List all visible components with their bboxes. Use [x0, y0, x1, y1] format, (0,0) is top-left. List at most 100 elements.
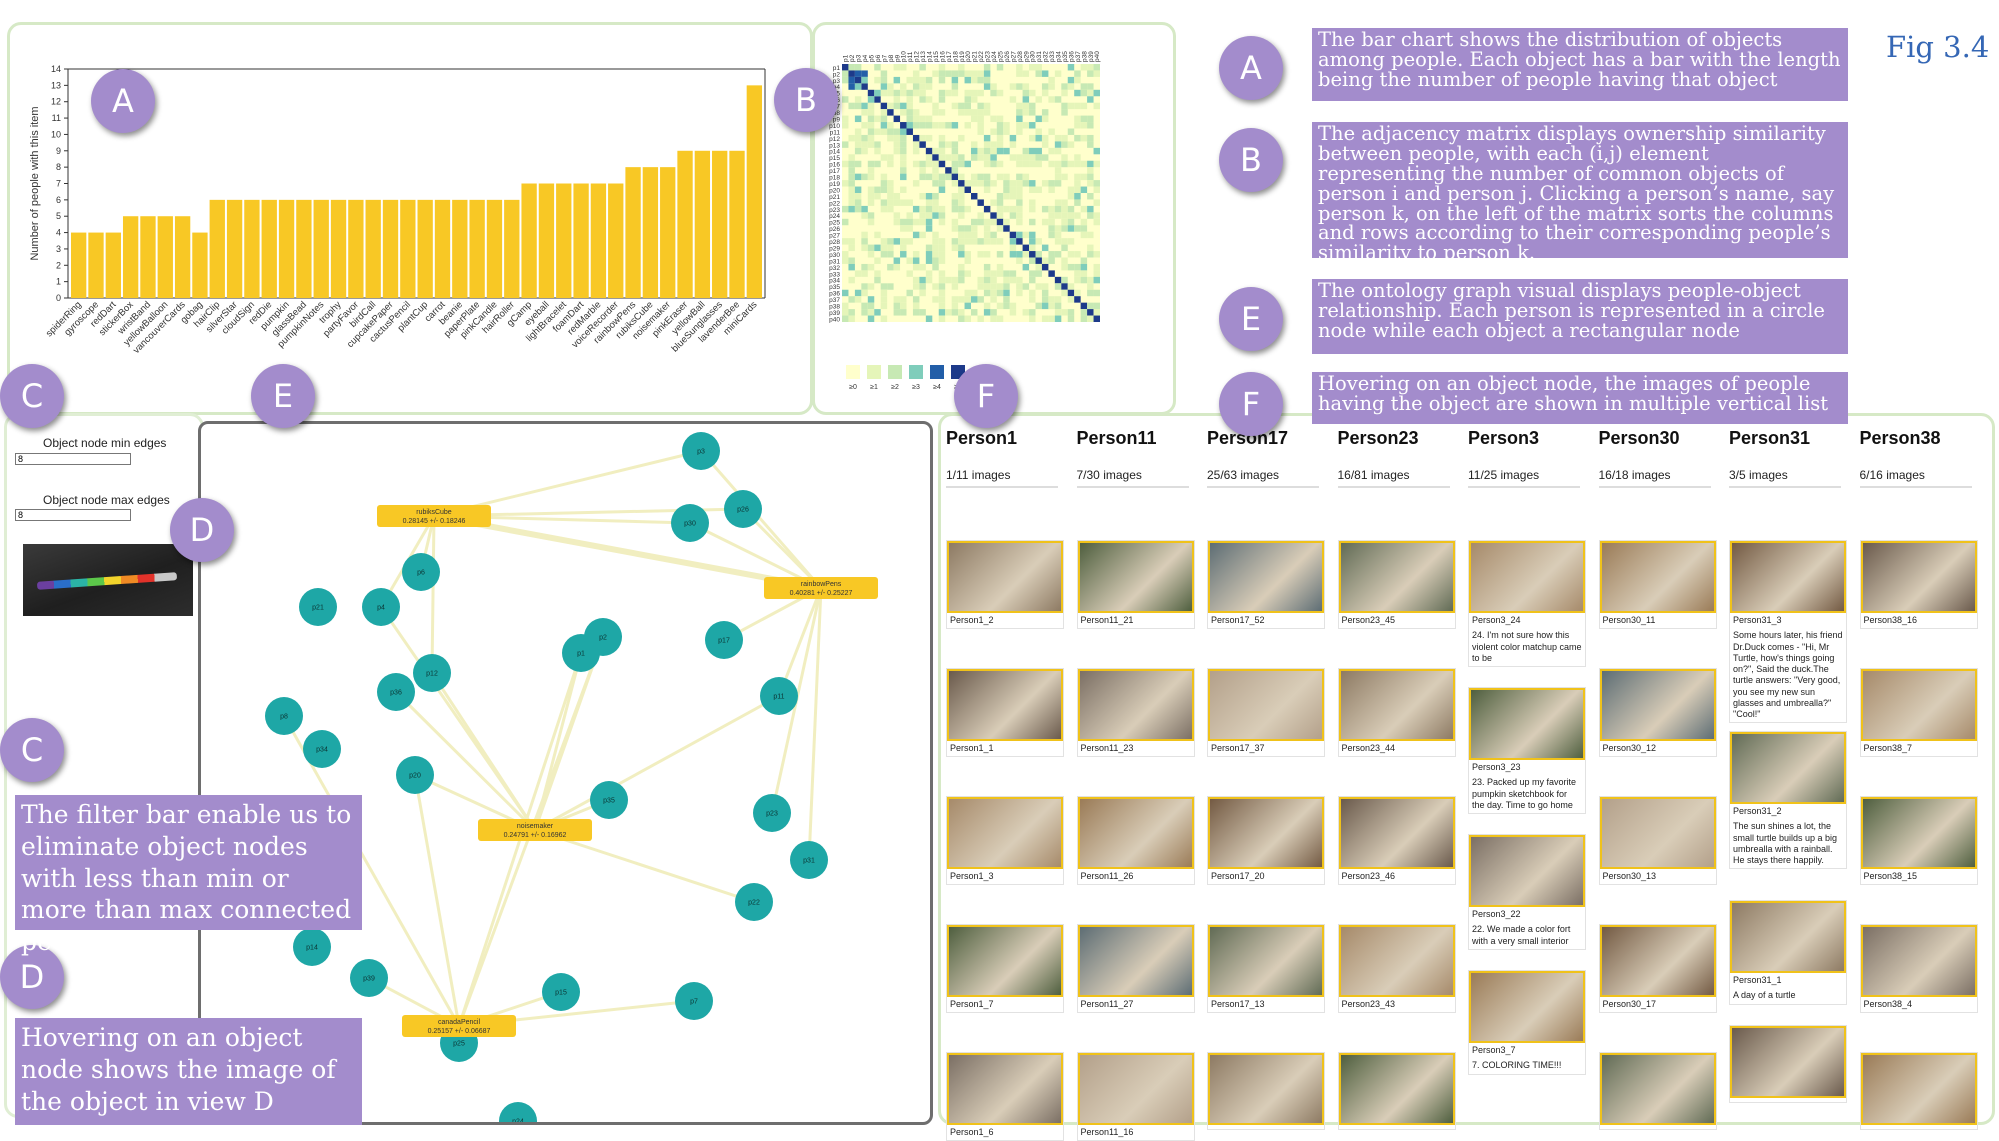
matrix-row-label[interactable]: p12	[829, 136, 840, 143]
matrix-row-label[interactable]: p8	[833, 110, 841, 117]
bar[interactable]	[625, 167, 641, 298]
image-card[interactable]: Person1_6	[946, 1052, 1064, 1141]
bar[interactable]	[469, 199, 485, 298]
bar[interactable]	[573, 183, 589, 299]
bar[interactable]	[71, 232, 87, 298]
min-edges-input[interactable]	[15, 453, 131, 465]
bar[interactable]	[712, 150, 728, 298]
matrix-col-label[interactable]: p12	[914, 51, 921, 62]
image-card[interactable]: Person17_13	[1207, 924, 1325, 1014]
matrix-col-label[interactable]: p24	[991, 51, 998, 62]
bar[interactable]	[556, 183, 572, 299]
person-node[interactable]	[265, 697, 303, 735]
matrix-row-label[interactable]: p23	[829, 207, 840, 214]
bar[interactable]	[88, 232, 104, 298]
image-card[interactable]: Person1_1	[946, 668, 1064, 758]
matrix-row-label[interactable]: p33	[829, 271, 840, 278]
image-card[interactable]: Person1_3	[946, 796, 1064, 886]
person-node[interactable]	[293, 928, 331, 966]
person-node[interactable]	[705, 621, 743, 659]
person-node[interactable]	[299, 588, 337, 626]
matrix-row-label[interactable]: p13	[829, 142, 840, 149]
matrix-col-label[interactable]: p5	[868, 54, 875, 62]
bar[interactable]	[400, 199, 416, 298]
matrix-row-label[interactable]: p3	[833, 78, 841, 85]
matrix-row-label[interactable]: p18	[829, 175, 840, 182]
matrix-row-label[interactable]: p17	[829, 168, 840, 175]
matrix-row-label[interactable]: p16	[829, 162, 840, 169]
bar[interactable]	[226, 199, 243, 298]
matrix-row-label[interactable]: p35	[829, 284, 840, 291]
matrix-col-label[interactable]: p27	[1010, 51, 1017, 62]
bar[interactable]	[694, 150, 711, 298]
bar[interactable]	[590, 183, 607, 299]
matrix-col-label[interactable]: p8	[888, 54, 895, 62]
image-card[interactable]: Person1_2	[946, 540, 1064, 630]
image-card[interactable]: Person3_24 24. I'm not sure how this viol…	[1468, 540, 1586, 667]
matrix-col-label[interactable]: p40	[1094, 51, 1101, 62]
person-node[interactable]	[413, 654, 451, 692]
image-card[interactable]: Person38_7	[1859, 668, 1978, 758]
object-node[interactable]	[478, 819, 592, 841]
matrix-col-label[interactable]: p32	[1043, 51, 1050, 62]
person-node[interactable]	[682, 432, 720, 470]
matrix-row-label[interactable]: p34	[829, 278, 840, 285]
person-node[interactable]	[671, 504, 709, 542]
bar[interactable]	[504, 199, 520, 298]
bar[interactable]	[209, 199, 225, 298]
bar[interactable]	[729, 150, 745, 298]
bar[interactable]	[244, 199, 260, 298]
adjacency-matrix[interactable]: p1p1p2p2p3p3p4p4p5p5p6p6p7p7p8p8p9p9p10p…	[815, 25, 1173, 412]
matrix-row-label[interactable]: p25	[829, 220, 840, 227]
bar[interactable]	[608, 183, 624, 299]
image-card[interactable]: Person11_27	[1076, 924, 1195, 1014]
person-node[interactable]	[350, 959, 388, 997]
person-node[interactable]	[402, 553, 440, 591]
object-node[interactable]	[402, 1015, 516, 1037]
image-card[interactable]: Person17_52	[1207, 540, 1325, 630]
image-card[interactable]: Person38_4	[1859, 924, 1978, 1014]
matrix-col-label[interactable]: p13	[920, 51, 927, 62]
matrix-col-label[interactable]: p38	[1081, 51, 1088, 62]
image-card[interactable]: Person23_45	[1337, 540, 1456, 630]
bar[interactable]	[140, 216, 156, 298]
matrix-row-label[interactable]: p27	[829, 233, 840, 240]
matrix-col-label[interactable]: p26	[1004, 51, 1011, 62]
matrix-col-label[interactable]: p18	[952, 51, 959, 62]
image-card[interactable]	[1859, 1052, 1978, 1130]
matrix-row-label[interactable]: p31	[829, 258, 840, 265]
bar[interactable]	[486, 199, 503, 298]
matrix-row-label[interactable]: p24	[829, 213, 840, 220]
person-node[interactable]	[396, 756, 434, 794]
image-card[interactable]	[1207, 1052, 1325, 1130]
person-node[interactable]	[377, 673, 415, 711]
matrix-col-label[interactable]: p19	[959, 51, 966, 62]
image-card[interactable]	[1337, 1052, 1456, 1130]
matrix-col-label[interactable]: p37	[1075, 51, 1082, 62]
matrix-col-label[interactable]: p9	[894, 54, 901, 62]
bar[interactable]	[746, 85, 762, 298]
bar[interactable]	[174, 216, 191, 298]
matrix-col-label[interactable]: p35	[1062, 51, 1069, 62]
matrix-row-label[interactable]: p40	[829, 316, 840, 323]
bar[interactable]	[417, 199, 433, 298]
ontology-graph[interactable]: p3 p30 p26 p6 p21 p4 p17 p1 p2 p12 p36 p8 p34 p11 p20 p…	[201, 424, 930, 1122]
matrix-col-label[interactable]: p6	[875, 54, 882, 62]
image-card[interactable]: Person38_15	[1859, 796, 1978, 886]
bar[interactable]	[330, 199, 347, 298]
image-card[interactable]: Person17_20	[1207, 796, 1325, 886]
matrix-col-label[interactable]: p31	[1036, 51, 1043, 62]
matrix-col-label[interactable]: p34	[1056, 51, 1063, 62]
matrix-col-label[interactable]: p36	[1068, 51, 1075, 62]
person-node[interactable]	[760, 677, 798, 715]
bar[interactable]	[538, 183, 555, 299]
bar[interactable]	[677, 150, 693, 298]
matrix-col-label[interactable]: p4	[862, 54, 869, 62]
bar[interactable]	[157, 216, 173, 298]
matrix-col-label[interactable]: p22	[978, 51, 985, 62]
matrix-row-label[interactable]: p22	[829, 200, 840, 207]
matrix-row-label[interactable]: p19	[829, 181, 840, 188]
bar[interactable]	[660, 167, 676, 298]
image-card[interactable]: Person17_37	[1207, 668, 1325, 758]
bar[interactable]	[122, 216, 139, 298]
